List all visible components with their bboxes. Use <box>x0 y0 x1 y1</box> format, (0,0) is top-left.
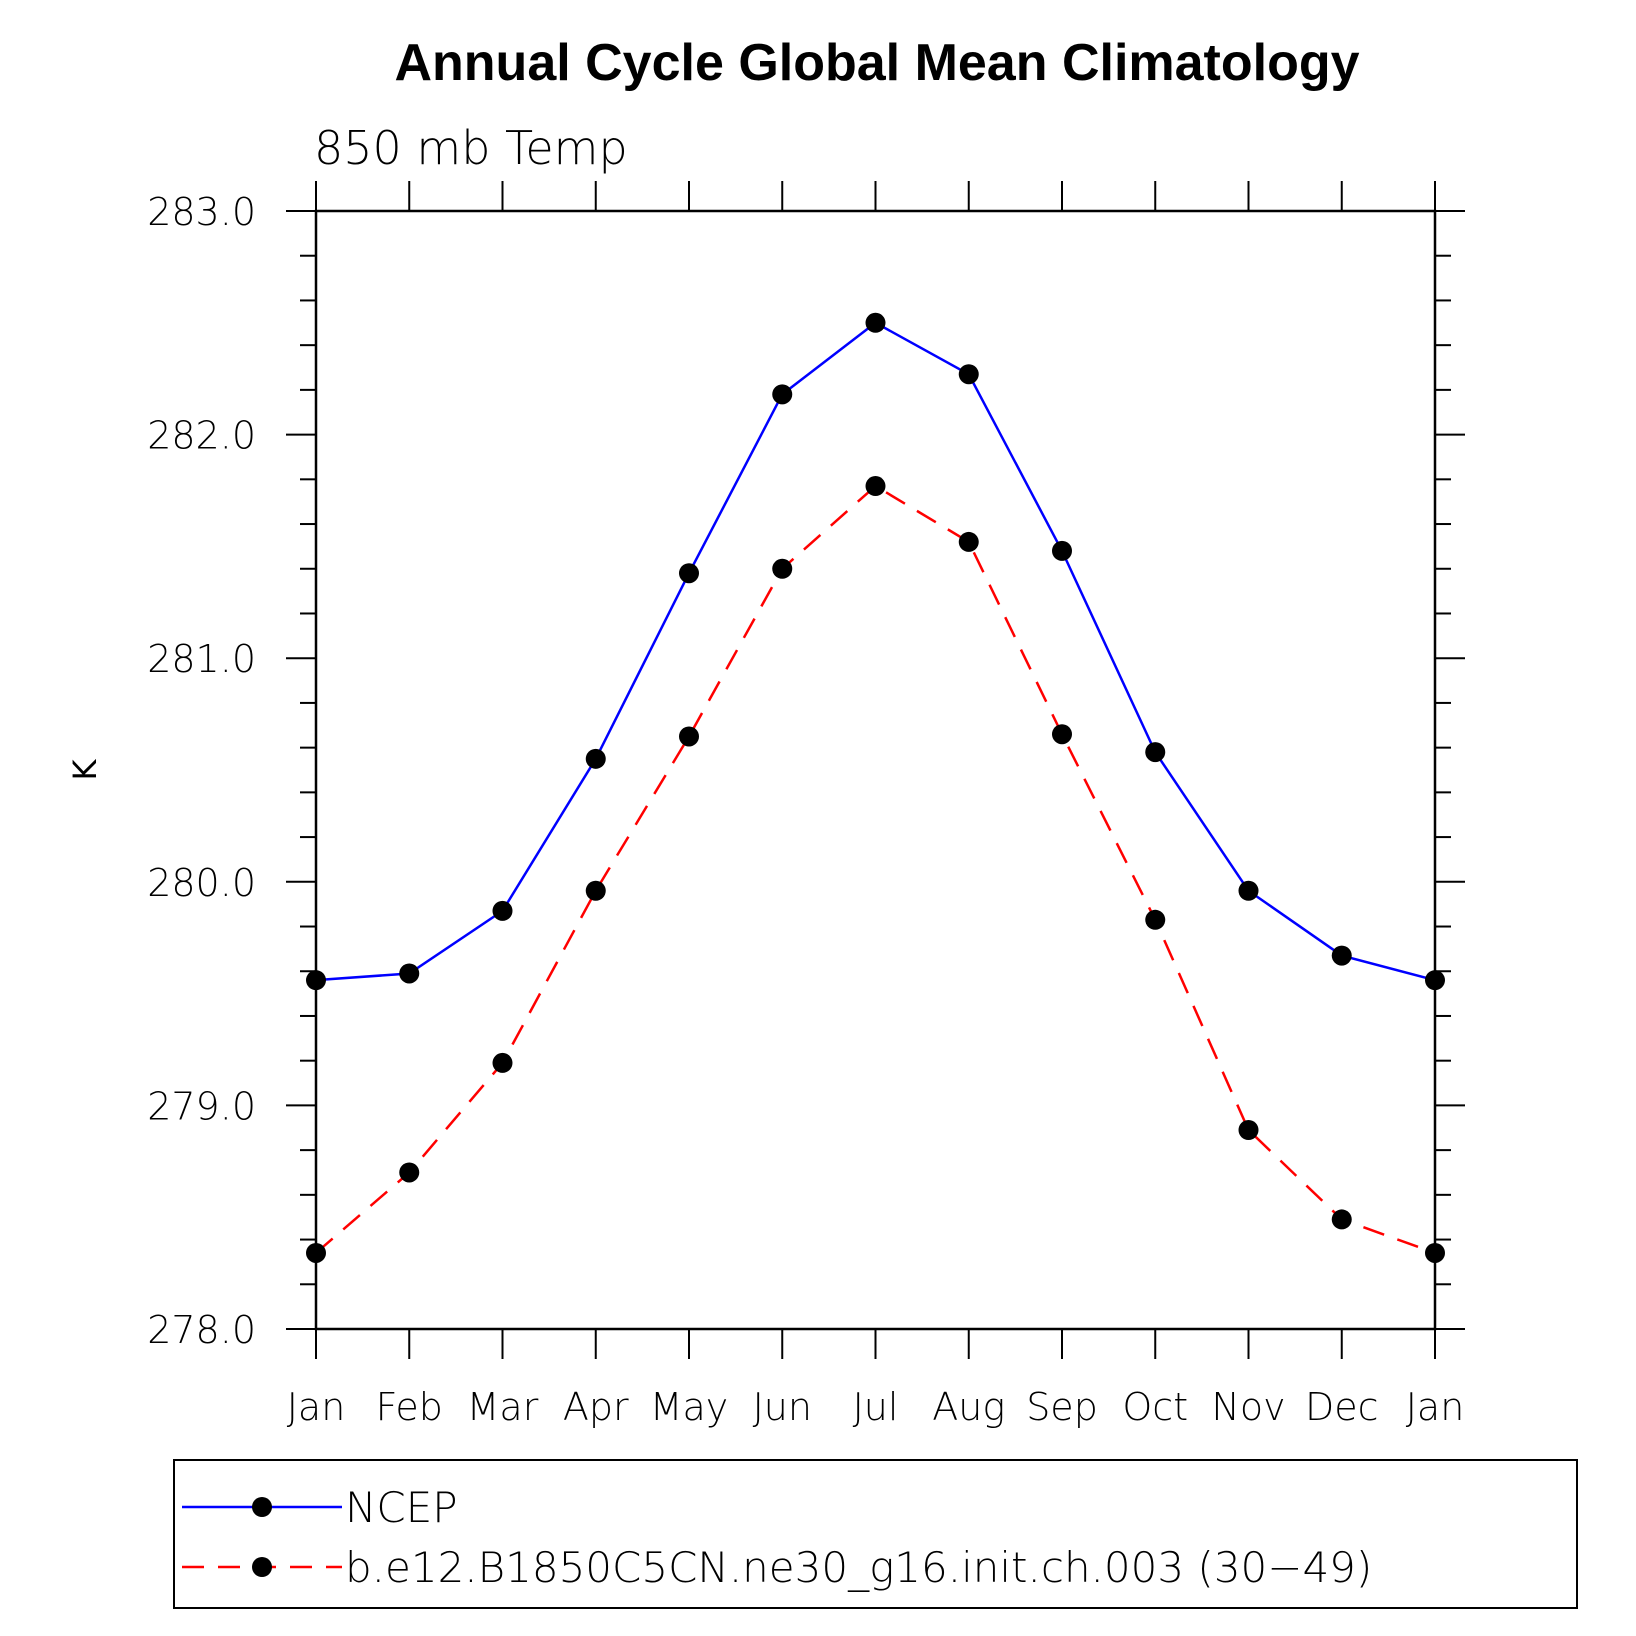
legend-marker-1 <box>252 1497 272 1517</box>
data-point <box>399 1162 420 1183</box>
x-tick-label: Oct <box>1122 1385 1188 1429</box>
y-tick-label: 280.0 <box>147 861 256 905</box>
data-point <box>1145 742 1166 763</box>
data-point <box>958 531 979 552</box>
data-point <box>772 384 793 405</box>
series-line-1 <box>315 321 1436 982</box>
data-point <box>1425 1242 1445 1263</box>
y-tick-label: 278.0 <box>147 1308 256 1352</box>
x-tick-label: Dec <box>1305 1385 1379 1429</box>
legend-label-2: b.e12.B1850C5CN.ne30_g16.init.ch.003 (30… <box>345 1543 1372 1592</box>
data-point <box>865 312 886 333</box>
x-tick-label: Jun <box>753 1385 812 1429</box>
data-point <box>1145 909 1166 930</box>
y-tick-label: 283.0 <box>147 190 256 234</box>
plot-frame <box>314 209 1437 1331</box>
data-point <box>958 364 979 385</box>
data-point <box>679 726 699 747</box>
x-tick-label: Sep <box>1026 1385 1098 1429</box>
x-tick-label: Jan <box>287 1385 346 1429</box>
axis-ticks <box>286 181 1465 1359</box>
legend-marker-2 <box>252 1557 272 1577</box>
data-point <box>585 880 606 901</box>
x-tick-label: Apr <box>563 1385 629 1429</box>
x-tick-label: Jul <box>853 1385 899 1429</box>
data-point <box>1425 970 1445 991</box>
series-line-2 <box>315 484 1436 1255</box>
x-tick-labels: Jan Feb Mar Apr May Jun Jul Aug Sep Oct Nov Dec Jan <box>287 1385 1465 1429</box>
data-point <box>1238 1119 1259 1140</box>
y-tick-label: 282.0 <box>147 414 256 458</box>
data-point <box>679 563 699 584</box>
legend: NCEP b.e12.B1850C5CN.ne30_g16.init.ch.003… <box>182 1483 1372 1592</box>
x-tick-label: Aug <box>932 1385 1005 1429</box>
data-point <box>1331 945 1352 966</box>
legend-label-1: NCEP <box>345 1483 458 1532</box>
chart-title: Annual Cycle Global Mean Climatology <box>394 34 1359 92</box>
chart-subtitle: 850 mb Temp <box>314 121 628 175</box>
x-tick-label: Jan <box>1406 1385 1465 1429</box>
y-axis-label: K <box>66 758 104 780</box>
data-point <box>585 748 606 769</box>
data-point <box>1238 880 1259 901</box>
data-point <box>399 963 420 984</box>
data-point <box>1331 1209 1352 1230</box>
y-tick-label: 281.0 <box>147 637 256 681</box>
data-point <box>772 558 793 579</box>
data-point <box>1052 540 1072 561</box>
legend-box <box>173 1459 1578 1609</box>
x-tick-label: Feb <box>376 1385 443 1429</box>
data-point <box>865 476 886 497</box>
x-tick-label: Mar <box>467 1385 539 1429</box>
data-point <box>306 1242 326 1263</box>
data-point <box>492 900 513 921</box>
y-tick-label: 279.0 <box>147 1084 256 1128</box>
series-layer <box>306 312 1445 1263</box>
y-tick-labels: 278.0 279.0 280.0 281.0 282.0 283.0 <box>147 190 256 1352</box>
data-point <box>492 1052 513 1073</box>
x-tick-label: May <box>650 1385 729 1429</box>
data-point <box>306 970 326 991</box>
data-point <box>1052 724 1072 745</box>
x-tick-label: Nov <box>1211 1385 1285 1429</box>
